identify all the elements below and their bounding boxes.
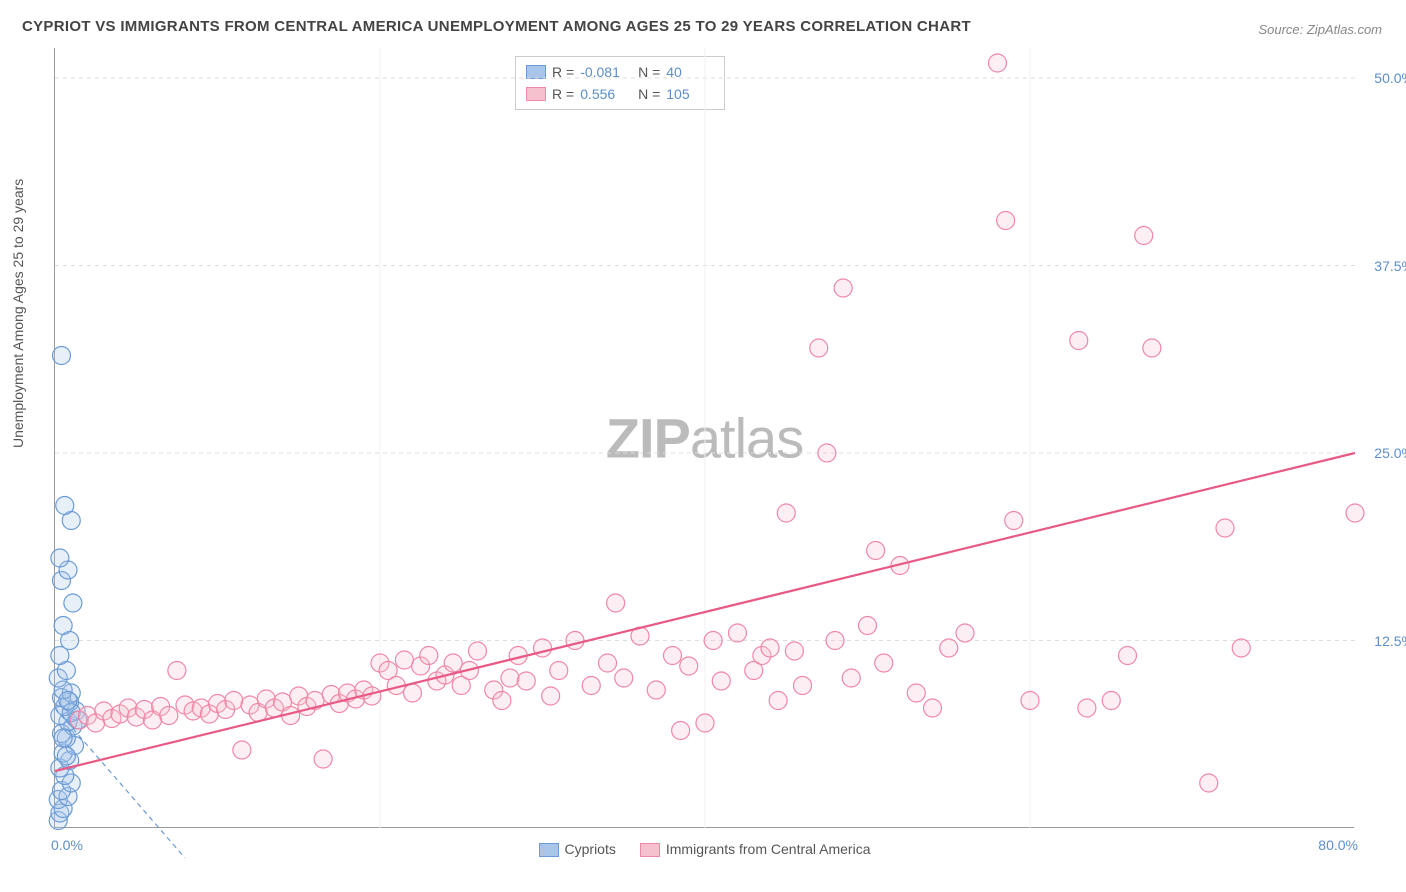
data-point <box>233 741 251 759</box>
data-point <box>168 662 186 680</box>
swatch-cypriots-bottom <box>539 843 559 857</box>
data-point <box>1200 774 1218 792</box>
data-point <box>469 642 487 660</box>
data-point <box>907 684 925 702</box>
data-point <box>57 747 75 765</box>
data-point <box>404 684 422 702</box>
data-point <box>1102 692 1120 710</box>
data-point <box>924 699 942 717</box>
data-point <box>940 639 958 657</box>
data-point <box>542 687 560 705</box>
data-point <box>704 632 722 650</box>
data-point <box>1143 339 1161 357</box>
data-point <box>1216 519 1234 537</box>
data-point <box>729 624 747 642</box>
source-attribution: Source: ZipAtlas.com <box>1258 22 1382 37</box>
data-point <box>647 681 665 699</box>
data-point <box>493 692 511 710</box>
data-point <box>314 750 332 768</box>
x-tick-label-max: 80.0% <box>1318 837 1358 853</box>
data-point <box>712 672 730 690</box>
data-point <box>1021 692 1039 710</box>
y-tick-label: 25.0% <box>1362 445 1406 461</box>
data-point <box>818 444 836 462</box>
data-point <box>550 662 568 680</box>
data-point <box>54 729 72 747</box>
y-axis-label: Unemployment Among Ages 25 to 29 years <box>10 179 26 448</box>
data-point <box>769 692 787 710</box>
data-point <box>672 722 690 740</box>
data-point <box>810 339 828 357</box>
data-point <box>1005 512 1023 530</box>
data-point <box>859 617 877 635</box>
data-point <box>826 632 844 650</box>
x-tick-label-min: 0.0% <box>51 837 83 853</box>
data-point <box>1135 227 1153 245</box>
data-point <box>1119 647 1137 665</box>
data-point <box>582 677 600 695</box>
series-legend: Cypriots Immigrants from Central America <box>539 841 871 857</box>
data-point <box>1232 639 1250 657</box>
data-point <box>53 347 71 365</box>
data-point <box>777 504 795 522</box>
data-point <box>867 542 885 560</box>
data-point <box>680 657 698 675</box>
legend-label-cypriots: Cypriots <box>565 841 616 857</box>
legend-item-immigrants: Immigrants from Central America <box>640 841 871 857</box>
y-tick-label: 50.0% <box>1362 70 1406 86</box>
y-tick-label: 12.5% <box>1362 633 1406 649</box>
data-point <box>1078 699 1096 717</box>
data-point <box>785 642 803 660</box>
y-tick-label: 37.5% <box>1362 258 1406 274</box>
legend-item-cypriots: Cypriots <box>539 841 616 857</box>
plot-area: ZIPatlas R = -0.081 N = 40 R = 0.556 N =… <box>54 48 1354 828</box>
data-point <box>956 624 974 642</box>
data-point <box>761 639 779 657</box>
data-point <box>875 654 893 672</box>
data-point <box>989 54 1007 72</box>
data-point <box>54 617 72 635</box>
data-point <box>834 279 852 297</box>
data-point <box>64 594 82 612</box>
data-point <box>615 669 633 687</box>
data-point <box>501 669 519 687</box>
data-point <box>56 497 74 515</box>
data-point <box>225 692 243 710</box>
legend-label-immigrants: Immigrants from Central America <box>666 841 871 857</box>
chart-title: CYPRIOT VS IMMIGRANTS FROM CENTRAL AMERI… <box>22 18 971 35</box>
data-point <box>664 647 682 665</box>
data-point <box>1070 332 1088 350</box>
data-point <box>59 692 77 710</box>
data-point <box>599 654 617 672</box>
chart-svg <box>55 48 1354 827</box>
data-point <box>1346 504 1364 522</box>
data-point <box>160 707 178 725</box>
data-point <box>794 677 812 695</box>
data-point <box>395 651 413 669</box>
data-point <box>566 632 584 650</box>
data-point <box>517 672 535 690</box>
data-point <box>696 714 714 732</box>
swatch-immigrants-bottom <box>640 843 660 857</box>
data-point <box>607 594 625 612</box>
data-point <box>51 549 69 567</box>
data-point <box>420 647 438 665</box>
data-point <box>842 669 860 687</box>
data-point <box>997 212 1015 230</box>
data-point <box>444 654 462 672</box>
